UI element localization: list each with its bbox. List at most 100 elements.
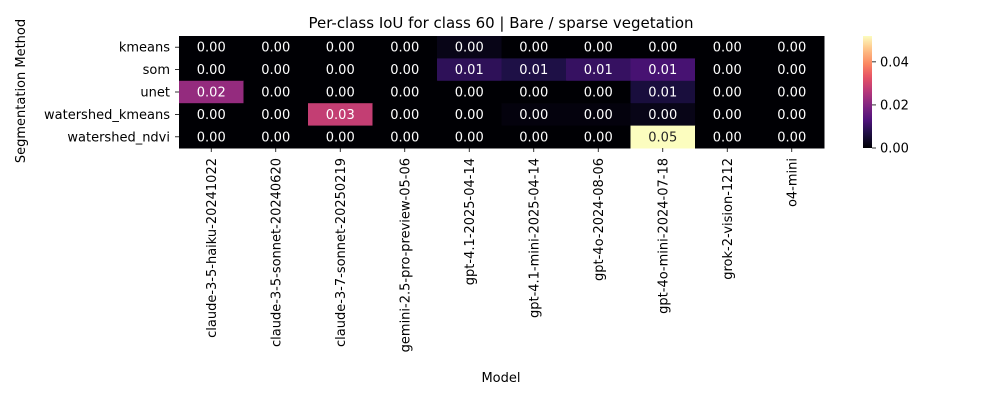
cell-value-label: 0.00 <box>584 108 613 123</box>
cell-value-label: 0.00 <box>648 108 677 123</box>
cell-value-label: 0.00 <box>777 108 806 123</box>
cell-value-label: 0.00 <box>713 63 742 78</box>
heatmap-cell <box>566 58 631 82</box>
cell-value-label: 0.00 <box>519 41 548 56</box>
cell-value-label: 0.00 <box>326 41 355 56</box>
heatmap-cell <box>630 80 696 104</box>
cell-value-label: 0.03 <box>326 108 355 123</box>
colorbar-ticks: 0.00 0.02 0.04 <box>872 55 909 157</box>
x-axis-label: Model <box>481 371 520 386</box>
cell-value-label: 0.00 <box>390 108 419 123</box>
cell-value-label: 0.00 <box>713 86 742 101</box>
heatmap-cells: 0.00 0.00 0.00 0.00 0.00 0.00 0.00 0.00 0.00 0.00… <box>179 36 825 149</box>
cell-value-label: 0.00 <box>390 41 419 56</box>
x-tick-label: o4-mini <box>785 158 800 207</box>
cell-value-label: 0.00 <box>584 130 613 145</box>
cell-value-label: 0.01 <box>519 63 548 78</box>
heatmap-cell <box>630 58 696 82</box>
x-tick-label: gpt-4.1-2025-04-14 <box>463 158 478 285</box>
cell-value-label: 0.00 <box>777 41 806 56</box>
chart-title: Per-class IoU for class 60 | Bare / spar… <box>308 14 693 32</box>
colorbar-tick-label: 0.02 <box>880 98 909 113</box>
heatmap-cell <box>695 36 760 59</box>
cell-value-label: 0.00 <box>197 130 226 145</box>
cell-value-label: 0.00 <box>584 86 613 101</box>
cell-value-label: 0.00 <box>584 41 613 56</box>
cell-value-label: 0.00 <box>326 63 355 78</box>
cell-value-label: 0.00 <box>197 41 226 56</box>
x-tick-label: gpt-4o-2024-08-06 <box>592 158 607 281</box>
y-tick-label: unet <box>140 86 170 101</box>
heatmap-cell <box>308 58 373 82</box>
x-tick-label: grok-2-vision-1212 <box>721 158 736 280</box>
cell-value-label: 0.00 <box>261 108 290 123</box>
cell-value-label: 0.01 <box>648 86 677 101</box>
x-tick-label: gemini-2.5-pro-preview-05-06 <box>398 158 413 352</box>
cell-value-label: 0.00 <box>197 108 226 123</box>
cell-value-label: 0.00 <box>519 86 548 101</box>
y-tick-label: watershed_ndvi <box>67 130 170 145</box>
heatmap-cell <box>437 58 502 82</box>
x-tick-label: claude-3-7-sonnet-20250219 <box>334 158 349 347</box>
cell-value-label: 0.01 <box>455 63 484 78</box>
heatmap-cell <box>179 36 244 59</box>
heatmap-cell <box>695 80 760 104</box>
colorbar <box>863 36 872 148</box>
heatmap-cell <box>759 58 825 82</box>
heatmap-cell <box>566 36 631 59</box>
cell-value-label: 0.00 <box>648 41 677 56</box>
heatmap-cell <box>759 125 825 149</box>
cell-value-label: 0.00 <box>261 41 290 56</box>
heatmap-cell <box>437 103 502 127</box>
heatmap-cell <box>372 103 438 127</box>
heatmap-cell <box>759 36 825 59</box>
cell-value-label: 0.02 <box>197 86 226 101</box>
heatmap-cell <box>695 103 760 127</box>
heatmap-cell <box>759 103 825 127</box>
cell-value-label: 0.00 <box>390 130 419 145</box>
x-tick-label: gpt-4.1-mini-2025-04-14 <box>527 158 542 318</box>
heatmap-cell <box>566 80 631 104</box>
y-tick-labels: kmeans som unet watershed_kmeans watershed_n… <box>44 41 179 145</box>
cell-value-label: 0.00 <box>261 86 290 101</box>
y-axis-label: Segmentation Method <box>14 19 29 163</box>
cell-value-label: 0.00 <box>261 130 290 145</box>
heatmap-cell <box>308 36 373 59</box>
heatmap-cell <box>372 58 438 82</box>
cell-value-label: 0.00 <box>777 63 806 78</box>
cell-value-label: 0.00 <box>390 86 419 101</box>
heatmap-cell <box>243 103 309 127</box>
heatmap-cell <box>243 36 309 59</box>
heatmap-cell <box>308 103 373 127</box>
heatmap-cell <box>695 125 760 149</box>
x-tick-label: claude-3-5-sonnet-20240620 <box>269 158 284 347</box>
heatmap-cell <box>372 80 438 104</box>
x-tick-label: gpt-4o-mini-2024-07-18 <box>656 158 671 314</box>
heatmap-cell <box>630 36 696 59</box>
cell-value-label: 0.00 <box>455 41 484 56</box>
heatmap-cell <box>695 58 760 82</box>
heatmap-cell <box>630 125 696 149</box>
heatmap-cell <box>179 103 244 127</box>
heatmap-cell <box>308 80 373 104</box>
heatmap-cell <box>372 36 438 59</box>
heatmap-cell <box>437 80 502 104</box>
heatmap-cell <box>308 125 373 149</box>
cell-value-label: 0.00 <box>326 130 355 145</box>
heatmap-cell <box>501 125 567 149</box>
heatmap-cell <box>243 58 309 82</box>
cell-value-label: 0.00 <box>777 130 806 145</box>
cell-value-label: 0.00 <box>519 130 548 145</box>
heatmap-cell <box>630 103 696 127</box>
cell-value-label: 0.00 <box>519 108 548 123</box>
heatmap-cell <box>501 103 567 127</box>
heatmap-cell <box>501 58 567 82</box>
heatmap-cell <box>501 80 567 104</box>
heatmap-cell <box>179 80 244 104</box>
colorbar-tick-label: 0.04 <box>880 55 909 70</box>
heatmap-cell <box>372 125 438 149</box>
cell-value-label: 0.05 <box>648 130 677 145</box>
x-tick-label: claude-3-5-haiku-20241022 <box>205 158 220 338</box>
cell-value-label: 0.00 <box>713 108 742 123</box>
cell-value-label: 0.00 <box>326 86 355 101</box>
